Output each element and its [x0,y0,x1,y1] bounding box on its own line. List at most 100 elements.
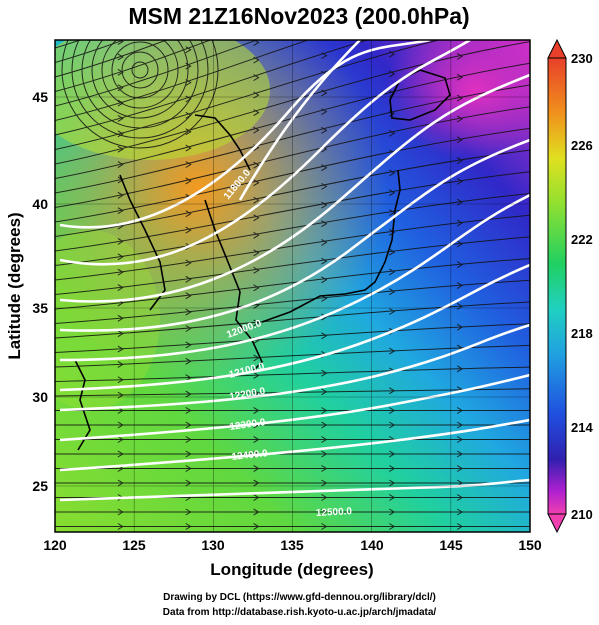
streamline [55,236,530,295]
streamline-arrow [117,99,124,107]
streamline-arrow [117,237,124,245]
streamline [55,258,530,310]
streamline-vortex [131,61,149,79]
x-axis: 120 125 130 135 140 145 150 Longitude (d… [43,537,542,579]
streamline-arrow [117,436,124,443]
colorbar-tick-label: 218 [571,326,593,341]
streamline-arrow [321,238,328,246]
colorbar-tick-label: 210 [571,507,593,522]
streamline-arrow [185,226,192,234]
streamline [55,366,530,382]
streamline [55,301,530,339]
streamline-arrow [456,436,464,443]
streamline-arrow [456,282,464,289]
streamline-arrow [117,40,124,46]
colorbar: 230 226 222 218 214 210 [547,38,593,534]
streamline-arrow [321,164,328,172]
streamline-arrow [389,248,396,256]
streamline-arrow [253,249,260,257]
streamline-arrow [185,259,192,267]
height-contour-line [59,138,530,332]
x-tick-label: 135 [280,537,304,553]
streamline-arrow [389,288,396,296]
streamline-arrow [321,407,328,414]
streamline-arrow [389,308,396,315]
streamline [55,106,530,208]
y-tick-label: 25 [32,478,48,494]
streamline [55,40,310,121]
streamline-arrow [253,214,260,222]
height-contour-line [59,263,530,392]
streamline [55,40,369,136]
streamline-arrow [321,89,328,97]
height-contour-line [59,323,530,412]
streamline-arrow [389,129,396,137]
streamline-arrow [117,191,124,199]
streamline-arrow [185,436,192,443]
streamline-arrow [253,479,260,487]
streamline-arrow [117,360,124,368]
streamline-arrow [117,345,124,353]
streamline-arrow [185,177,192,185]
contour-label: 12300.0 [229,417,267,433]
streamline-arrow [389,508,396,516]
streamline-arrow [389,421,396,429]
streamline-arrow [389,90,396,98]
streamline-arrow [253,56,260,64]
streamline-arrow [185,46,192,54]
streamline-arrow [185,275,192,283]
streamline-arrow [117,508,124,516]
streamline-arrow [253,372,260,379]
streamline-arrow [457,33,462,39]
streamline-arrow [321,52,328,60]
streamline-arrow [185,508,192,516]
streamline-arrow [117,479,124,487]
streamline-arrow [456,450,464,458]
streamline-arrow [389,407,396,414]
streamline-arrow [389,347,396,355]
streamline-arrow [253,284,260,292]
streamline-arrow [389,450,396,458]
streamline-arrow [321,182,328,190]
streamline-arrow [253,196,260,204]
streamline-arrow [456,494,464,501]
streamline-arrow [456,365,464,373]
height-contour-line [59,418,530,472]
streamline-arrow [185,407,192,414]
streamline-arrow [389,228,396,236]
streamline-arrow [117,314,124,322]
y-tick-label: 35 [32,300,48,316]
contour-label: 12400.0 [231,448,269,463]
streamline-arrow [389,523,396,530]
streamline [55,127,530,223]
streamline-arrow [185,374,192,382]
x-tick-label: 130 [201,537,225,553]
streamline-arrow [117,330,124,338]
y-axis-title: Latitude (degrees) [5,212,24,359]
streamline-arrow [117,115,124,122]
height-contour-line [59,373,530,442]
streamline-arrow [321,332,328,340]
streamline [55,149,530,237]
streamline-arrow [253,436,260,443]
streamline-arrow [253,109,260,117]
streamline-arrow [117,523,124,530]
streamline-arrow [321,313,328,321]
streamline-arrow [117,268,124,276]
streamline-arrow [253,126,260,134]
streamline-arrow [185,479,192,487]
contour-label: 12500.0 [316,506,353,519]
streamline-arrow [456,157,464,164]
streamline-arrow [253,231,260,239]
streamline-arrow [117,161,124,168]
streamline-arrow [117,450,124,458]
streamline-arrow [456,115,464,123]
height-contour-line [238,40,361,201]
streamline-arrow [253,523,260,530]
streamline-arrow [389,268,396,276]
streamline-arrow [253,508,260,516]
streamline [55,84,530,194]
streamline-arrow [456,52,464,60]
streamline-arrow [321,494,328,501]
streamline-arrow [321,220,328,228]
